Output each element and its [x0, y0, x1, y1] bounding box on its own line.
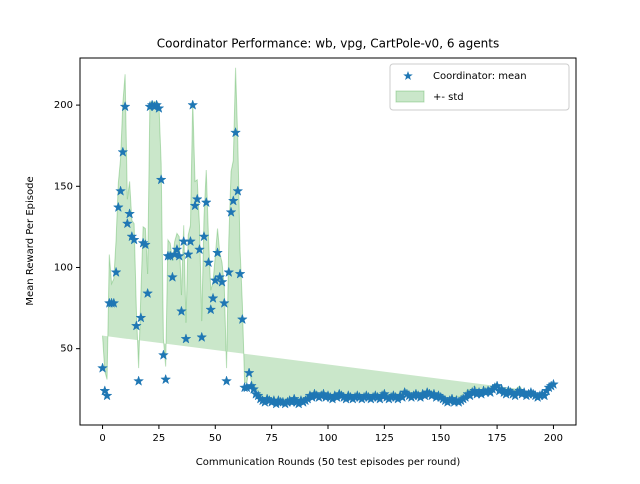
- star-marker: [117, 146, 129, 157]
- y-tick-label: 200: [54, 100, 73, 111]
- star-marker: [128, 234, 140, 245]
- x-tick-label: 175: [488, 433, 507, 444]
- star-marker: [139, 238, 151, 250]
- star-marker: [130, 320, 142, 331]
- star-marker: [225, 206, 237, 217]
- star-marker: [169, 248, 181, 260]
- star-marker: [212, 247, 224, 258]
- star-marker: [223, 266, 235, 278]
- star-marker: [200, 196, 212, 208]
- star-marker: [218, 297, 230, 308]
- star-marker: [153, 102, 165, 114]
- legend-box: [389, 63, 570, 111]
- y-axis-label: Mean Reward Per Episode: [25, 176, 36, 305]
- star-marker: [112, 201, 124, 213]
- star-marker: [180, 333, 192, 344]
- star-marker: [203, 256, 214, 268]
- x-tick-label: 150: [431, 433, 450, 444]
- star-marker: [187, 99, 199, 110]
- star-marker: [99, 385, 111, 396]
- star-marker: [171, 243, 183, 255]
- star-marker: [108, 297, 120, 308]
- star-marker: [234, 268, 246, 279]
- star-marker: [191, 193, 203, 204]
- y-tick-label: 100: [54, 262, 73, 273]
- star-marker: [547, 378, 559, 390]
- legend-marker: [403, 71, 413, 81]
- star-marker: [236, 313, 248, 325]
- star-marker: [216, 276, 228, 287]
- star-marker: [173, 250, 185, 261]
- star-marker: [198, 230, 210, 242]
- star-marker: [230, 126, 242, 138]
- chart-title: Coordinator Performance: wb, vpg, CartPo…: [157, 37, 499, 51]
- x-tick-label: 75: [265, 433, 278, 444]
- star-marker: [248, 383, 260, 394]
- star-marker: [101, 390, 113, 401]
- star-marker: [221, 375, 233, 386]
- star-marker: [133, 375, 145, 386]
- x-axis-label: Communication Rounds (50 test episodes p…: [196, 457, 461, 468]
- legend-swatch: [395, 90, 425, 103]
- x-tick-label: 50: [209, 433, 222, 444]
- star-marker: [189, 200, 201, 211]
- star-marker: [214, 271, 226, 282]
- star-marker: [538, 390, 550, 401]
- star-marker: [184, 235, 196, 247]
- star-marker: [142, 287, 154, 299]
- star-marker: [135, 312, 147, 323]
- x-tick-label: 100: [318, 433, 337, 444]
- y-tick-label: 150: [54, 181, 73, 192]
- x-tick-label: 25: [153, 433, 166, 444]
- legend-label: +- std: [433, 92, 464, 103]
- star-marker: [157, 349, 169, 360]
- star-marker: [207, 292, 219, 303]
- star-marker: [182, 248, 194, 260]
- star-marker: [205, 303, 217, 315]
- y-tick-label: 50: [60, 344, 73, 355]
- star-marker: [166, 271, 178, 282]
- star-marker: [115, 185, 127, 196]
- plot-frame: [79, 57, 577, 426]
- star-marker: [124, 208, 136, 219]
- legend-label: Coordinator: mean: [433, 71, 527, 82]
- star-marker: [97, 362, 109, 373]
- star-marker: [119, 100, 131, 112]
- star-marker: [121, 217, 133, 229]
- star-marker: [243, 367, 255, 378]
- x-tick-label: 200: [544, 433, 563, 444]
- star-marker: [175, 305, 187, 316]
- star-marker: [194, 243, 205, 255]
- x-tick-label: 125: [375, 433, 394, 444]
- star-marker: [227, 195, 239, 206]
- star-marker: [160, 373, 172, 385]
- star-marker: [232, 185, 244, 196]
- star-marker: [110, 266, 122, 278]
- star-marker: [196, 331, 208, 342]
- x-tick-label: 0: [99, 433, 105, 444]
- star-marker: [155, 174, 167, 185]
